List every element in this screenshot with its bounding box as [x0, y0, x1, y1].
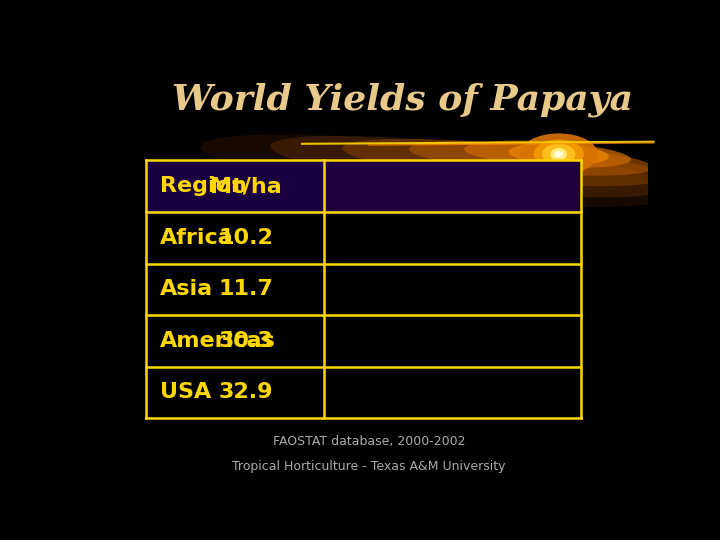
Ellipse shape — [201, 134, 671, 207]
Text: Asia: Asia — [160, 279, 213, 299]
Bar — [145, 160, 324, 212]
Ellipse shape — [409, 141, 653, 176]
Ellipse shape — [534, 140, 584, 168]
Text: FAOSTAT database, 2000-2002: FAOSTAT database, 2000-2002 — [273, 435, 465, 448]
Text: 32.9: 32.9 — [219, 382, 274, 402]
Text: Tropical Horticulture - Texas A&M University: Tropical Horticulture - Texas A&M Univer… — [233, 460, 505, 472]
Text: Region: Region — [160, 176, 247, 196]
Ellipse shape — [464, 140, 631, 168]
Ellipse shape — [550, 148, 567, 160]
Ellipse shape — [542, 144, 575, 165]
Ellipse shape — [508, 144, 609, 165]
Bar — [324, 160, 581, 212]
Text: 10.2: 10.2 — [219, 228, 274, 248]
Ellipse shape — [554, 151, 563, 157]
Text: Americas: Americas — [160, 331, 276, 351]
Ellipse shape — [520, 133, 598, 175]
Text: Africa: Africa — [160, 228, 233, 248]
Text: World Yields of Papaya: World Yields of Papaya — [172, 83, 633, 117]
Ellipse shape — [342, 139, 664, 186]
Text: USA: USA — [160, 382, 211, 402]
Ellipse shape — [271, 136, 668, 198]
Text: 30.3: 30.3 — [219, 331, 274, 351]
Text: Mt/ha: Mt/ha — [210, 176, 282, 196]
Text: 11.7: 11.7 — [219, 279, 274, 299]
